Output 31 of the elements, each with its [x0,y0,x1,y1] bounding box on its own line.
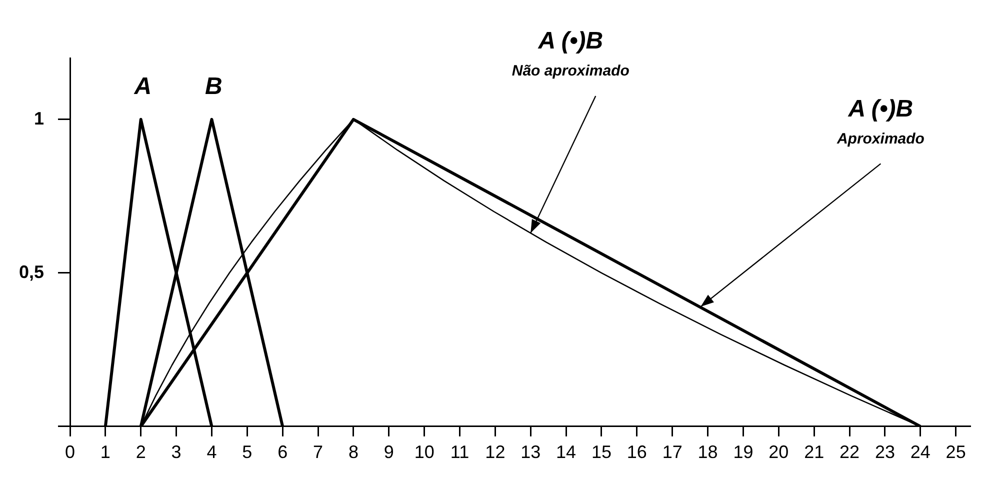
x-tick-label: 8 [348,442,358,462]
x-tick-label: 1 [100,442,110,462]
x-tick-label: 14 [556,442,576,462]
annotation: A (•)B Aproximado [836,95,924,148]
x-tick-label: 21 [804,442,824,462]
x-tick-label: 3 [171,442,182,462]
x-tick-label: 15 [591,442,612,462]
x-tick-label: 22 [840,442,860,462]
x-tick-label: 11 [450,442,470,462]
x-tick-label: 13 [520,442,541,462]
x-tick-label: 12 [485,442,506,462]
x-tick-label: 5 [242,442,252,462]
y-tick-label: 0,5 [18,262,44,282]
series-label: A [133,73,152,100]
x-tick-label: 20 [768,442,789,462]
x-tick-label: 19 [733,442,754,462]
x-tick-label: 23 [874,442,895,462]
x-tick-label: 16 [626,442,647,462]
x-tick-label: 0 [64,442,76,462]
x-tick-label: 25 [946,442,966,462]
x-tick-label: 9 [384,442,394,462]
x-tick-label: 18 [698,442,718,462]
series-label: B [205,73,222,100]
x-tick-label: 24 [910,442,930,462]
annotation: A (•)B Não aproximado [512,28,630,80]
x-tick-label: 6 [278,442,288,462]
x-tick-label: 17 [662,442,682,462]
x-tick-label: 4 [206,442,217,462]
x-tick-label: 2 [136,442,146,462]
x-tick-label: 7 [313,442,324,462]
x-tick-label: 10 [414,442,434,462]
